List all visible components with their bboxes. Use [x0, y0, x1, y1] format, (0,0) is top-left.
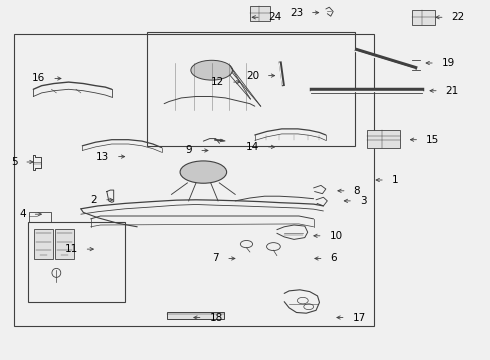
Bar [367, 130, 400, 148]
Bar [55, 229, 74, 259]
Bar [28, 222, 125, 302]
Bar [29, 212, 51, 222]
Bar [14, 34, 374, 326]
Ellipse shape [191, 60, 233, 80]
Text: 24: 24 [268, 12, 281, 22]
Text: 1: 1 [392, 175, 398, 185]
Text: 9: 9 [186, 145, 192, 156]
Text: 21: 21 [446, 86, 459, 96]
Text: 19: 19 [442, 58, 455, 68]
Text: 6: 6 [331, 253, 337, 264]
Text: 5: 5 [11, 157, 17, 167]
FancyArrow shape [215, 139, 225, 142]
Text: 12: 12 [211, 77, 224, 87]
Text: 2: 2 [91, 195, 97, 205]
Bar [412, 10, 435, 25]
Text: 16: 16 [32, 73, 45, 84]
Bar [147, 32, 355, 146]
Text: 17: 17 [353, 312, 366, 323]
Text: 10: 10 [330, 231, 343, 241]
Text: 3: 3 [360, 196, 367, 206]
Text: 4: 4 [19, 209, 25, 219]
Ellipse shape [180, 161, 227, 183]
Text: 8: 8 [354, 186, 360, 196]
Text: 20: 20 [246, 71, 259, 81]
Text: 7: 7 [213, 253, 219, 264]
Text: 22: 22 [452, 12, 465, 22]
Bar [167, 312, 224, 319]
Bar [250, 6, 270, 21]
Text: 18: 18 [210, 312, 223, 323]
Text: 23: 23 [290, 8, 303, 18]
Bar [34, 229, 53, 259]
Text: 11: 11 [64, 244, 77, 254]
Text: 15: 15 [426, 135, 440, 145]
Text: 13: 13 [96, 152, 109, 162]
Text: 14: 14 [245, 142, 259, 152]
